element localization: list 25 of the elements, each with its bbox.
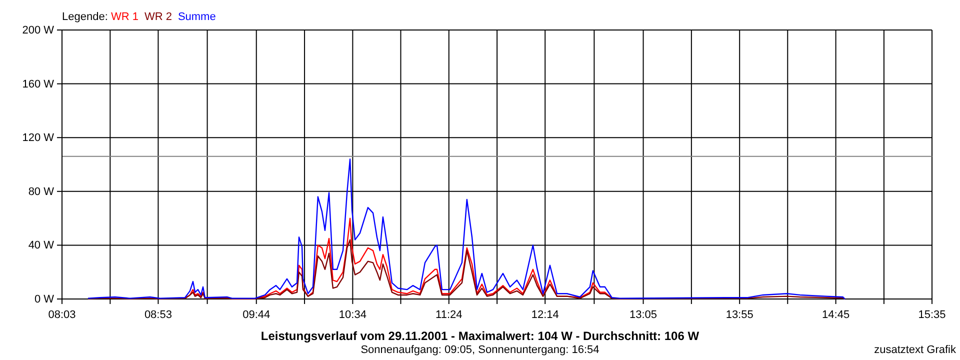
x-tick-label: 08:03 bbox=[48, 308, 76, 321]
x-tick-label: 13:55 bbox=[726, 308, 754, 321]
text: Sonnenaufgang: 09:05, Sonnenuntergang: 16:54 bbox=[360, 344, 600, 356]
x-tick-label: 11:24 bbox=[436, 308, 462, 321]
text: Leistungsverlauf vom 29.11.2001 - Maximalwert: 104 W - Durchschnitt: 106 W bbox=[260, 329, 700, 343]
line-series bbox=[87, 158, 846, 300]
text: Summe bbox=[178, 11, 216, 23]
y-tick-label: 120 W bbox=[22, 132, 55, 144]
legend-title: Legende: bbox=[62, 11, 111, 23]
line-series bbox=[87, 239, 846, 300]
y-tick-label: 40 W bbox=[28, 240, 55, 252]
x-tick-label: 14:45 bbox=[822, 308, 850, 321]
x-tick-label: 13:05 bbox=[630, 308, 658, 321]
y-tick-label: 0 W bbox=[34, 294, 55, 306]
text: WR 2 bbox=[144, 11, 172, 23]
x-tick-label: 09:44 bbox=[242, 308, 270, 321]
text: zusatztext Grafik bbox=[874, 344, 956, 356]
x-tick-label: 08:53 bbox=[144, 308, 172, 321]
y-tick-label: 200 W bbox=[22, 24, 55, 37]
x-tick-label: 10:34 bbox=[338, 308, 366, 321]
y-tick-label: 160 W bbox=[22, 78, 55, 90]
x-tick-label: 15:35 bbox=[918, 308, 946, 321]
y-tick-label: 80 W bbox=[28, 186, 55, 198]
text: WR 1 bbox=[110, 11, 138, 23]
x-tick-label: 12:14 bbox=[531, 308, 559, 321]
